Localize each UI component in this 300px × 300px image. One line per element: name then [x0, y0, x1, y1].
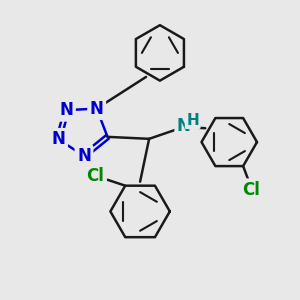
Text: N: N [59, 101, 74, 119]
Text: N: N [177, 117, 191, 135]
Text: N: N [77, 147, 91, 165]
Text: Cl: Cl [242, 181, 260, 199]
Text: H: H [186, 112, 199, 128]
Text: Cl: Cl [87, 167, 104, 185]
Text: N: N [52, 130, 65, 148]
Text: N: N [90, 100, 104, 118]
